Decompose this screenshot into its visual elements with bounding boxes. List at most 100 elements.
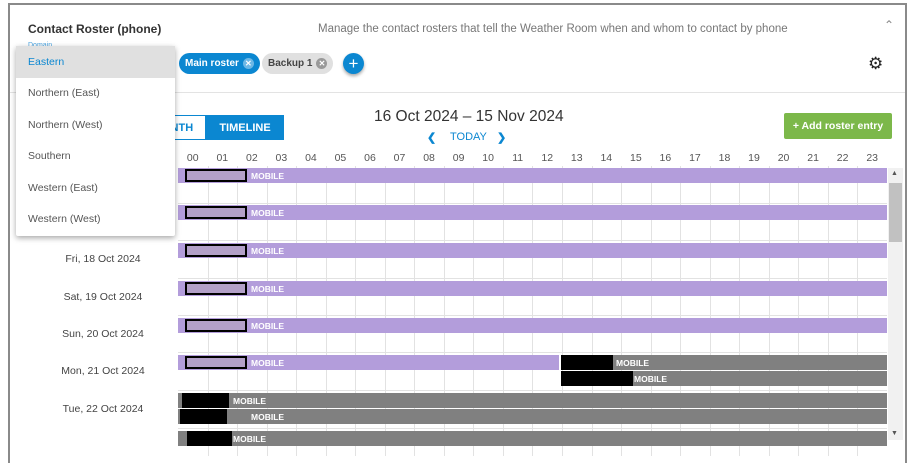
grid-line: [650, 166, 652, 456]
hour-label: 04: [305, 152, 317, 164]
grid-line: [798, 166, 800, 456]
grid-line: [827, 166, 829, 456]
timeline-grid[interactable]: MOBILE MOBILE MOBILE MOBILE MOBILE MOBILE MOBI…: [178, 166, 887, 456]
day-label: Sat, 19 Oct 2024: [63, 291, 143, 303]
chevron-up-icon[interactable]: ⌃: [884, 18, 895, 32]
hour-label: 08: [423, 152, 435, 164]
redacted-name: [182, 393, 229, 408]
scrollbar-thumb[interactable]: [889, 183, 902, 242]
hour-label: 21: [807, 152, 819, 164]
roster-entry[interactable]: MOBILE: [178, 431, 887, 446]
dropdown-option[interactable]: Northern (West): [28, 118, 103, 131]
chevron-left-icon[interactable]: ❮: [427, 132, 437, 144]
entry-label: MOBILE: [251, 245, 285, 256]
add-roster-button[interactable]: +: [343, 53, 364, 74]
roster-entry[interactable]: MOBILE: [178, 393, 887, 408]
grid-line: [414, 166, 416, 456]
roster-entry[interactable]: MOBILE: [178, 318, 887, 333]
roster-entry[interactable]: MOBILE: [178, 409, 887, 424]
hour-label: 13: [570, 152, 583, 164]
redacted-name: [185, 356, 247, 369]
hour-label: 14: [600, 152, 613, 164]
gear-icon[interactable]: ⚙: [868, 54, 884, 73]
roster-chip-backup[interactable]: Backup 1 ✕: [262, 53, 334, 74]
hour-label: 02: [245, 152, 258, 164]
hour-label: 09: [452, 152, 465, 164]
hour-label: 06: [364, 152, 376, 164]
hour-label: 10: [482, 152, 494, 164]
chevron-right-icon[interactable]: ❯: [497, 132, 507, 144]
grid-line: [266, 166, 268, 456]
hour-label: 17: [689, 152, 701, 164]
dropdown-option[interactable]: Northern (East): [28, 87, 100, 100]
roster-entry[interactable]: MOBILE: [561, 371, 887, 386]
hour-label: 23: [866, 152, 878, 164]
grid-line: [562, 166, 564, 456]
hour-label: 18: [718, 152, 731, 164]
row-divider: [178, 390, 887, 391]
roster-entry[interactable]: MOBILE: [178, 281, 887, 296]
grid-line: [207, 166, 209, 456]
domain-label: Domain: [28, 42, 52, 49]
roster-entry[interactable]: MOBILE: [178, 205, 887, 220]
dropdown-option[interactable]: Southern: [28, 150, 71, 163]
hour-label: 15: [630, 152, 642, 164]
hour-label: 22: [836, 152, 849, 164]
grid-line: [325, 166, 327, 456]
entry-label: MOBILE: [251, 411, 285, 422]
dropdown-option[interactable]: Western (East): [28, 181, 98, 194]
plus-icon: +: [348, 53, 359, 73]
panel-title: Contact Roster (phone): [28, 22, 162, 36]
entry-label: MOBILE: [251, 170, 285, 181]
today-button[interactable]: TODAY: [450, 131, 487, 143]
roster-entry[interactable]: MOBILE: [178, 168, 887, 183]
roster-entry[interactable]: MOBILE: [178, 355, 559, 370]
scroll-down-icon[interactable]: ▼: [891, 430, 898, 437]
chip-label: Backup 1: [268, 58, 313, 69]
day-label: Fri, 18 Oct 2024: [65, 253, 141, 265]
dropdown-option[interactable]: Western (West): [28, 213, 101, 226]
hour-label: 16: [659, 152, 672, 164]
roster-chip-main[interactable]: Main roster ✕: [179, 53, 260, 74]
row-divider: [178, 203, 887, 204]
hour-label: 20: [777, 152, 790, 164]
row-divider: [178, 240, 887, 241]
domain-dropdown[interactable]: Eastern Northern (East) Northern (West) Sou…: [16, 46, 175, 236]
day-label: Mon, 21 Oct 2024: [61, 365, 145, 377]
timeline-view-button[interactable]: TIMELINE: [206, 115, 284, 140]
hour-label: 11: [512, 152, 524, 164]
add-roster-entry-button[interactable]: + Add roster entry: [784, 113, 892, 139]
row-divider: [178, 278, 887, 279]
hour-label: 03: [275, 152, 288, 164]
hour-label: 01: [216, 152, 229, 164]
dropdown-option[interactable]: Eastern: [16, 46, 175, 78]
grid-line: [739, 166, 741, 456]
grid-line: [384, 166, 386, 456]
roster-entry[interactable]: MOBILE: [178, 243, 887, 258]
close-icon[interactable]: ✕: [316, 58, 328, 69]
grid-line: [237, 166, 239, 456]
grid-line: [443, 166, 445, 456]
divider: [10, 92, 905, 93]
redacted-name: [561, 355, 613, 370]
redacted-name: [185, 282, 247, 295]
roster-entry[interactable]: MOBILE: [561, 355, 887, 370]
redacted-name: [185, 244, 247, 257]
entry-label: MOBILE: [251, 357, 285, 368]
grid-line: [473, 166, 475, 456]
hour-label: 05: [334, 152, 347, 164]
grid-line: [709, 166, 711, 456]
grid-line: [532, 166, 534, 456]
redacted-name: [187, 431, 232, 446]
close-icon[interactable]: ✕: [242, 58, 254, 69]
row-divider: [178, 428, 887, 429]
grid-line: [680, 166, 682, 456]
grid-line: [296, 166, 298, 456]
hour-label: 07: [393, 152, 406, 164]
scroll-up-icon[interactable]: ▲: [891, 170, 898, 177]
redacted-name: [185, 319, 247, 332]
entry-label: MOBILE: [233, 433, 267, 444]
entry-label: MOBILE: [251, 207, 285, 218]
grid-line: [502, 166, 504, 456]
entry-label: MOBILE: [634, 373, 668, 384]
